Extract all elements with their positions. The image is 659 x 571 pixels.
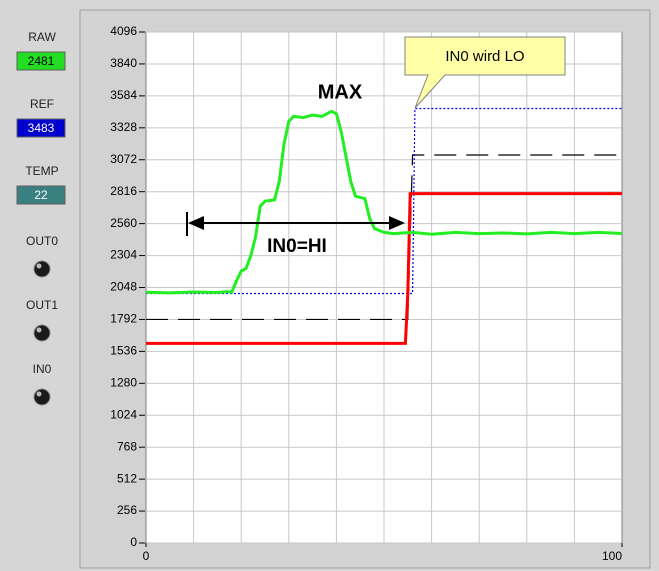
y-tick-label: 512: [117, 471, 137, 485]
y-tick-label: 3072: [110, 152, 137, 166]
display-label: REF: [30, 97, 54, 111]
x-tick-label: 0: [143, 549, 150, 563]
y-tick-label: 2304: [110, 248, 137, 262]
led: [33, 324, 51, 342]
led-highlight: [36, 391, 42, 397]
lines: [145, 107, 623, 345]
y-tick-label: 3328: [110, 120, 137, 134]
display-box: [16, 51, 66, 71]
display-box: [16, 118, 66, 138]
y-tick-label: 1280: [110, 375, 137, 389]
display-box: [16, 185, 66, 205]
y-tick-label: 1536: [110, 344, 137, 358]
display-label: TEMP: [25, 164, 58, 178]
series-line: [146, 192, 622, 345]
y-tick-label: 2048: [110, 280, 137, 294]
y-tick-label: 4096: [110, 24, 137, 38]
annotation-in0-hi: IN0=HI: [267, 236, 327, 257]
series-line: [146, 154, 622, 321]
led: [33, 388, 51, 406]
led: [33, 260, 51, 278]
led-highlight: [36, 263, 42, 269]
series-line: [145, 109, 623, 295]
display-value: 22: [34, 188, 48, 202]
arrow-head-right: [389, 216, 405, 230]
y-tick-label: 1792: [110, 312, 137, 326]
y-tick-label: 3840: [110, 56, 137, 70]
annotation-max: MAX: [318, 81, 363, 103]
y-tick-label: 256: [117, 503, 137, 517]
annotation-in0-lo: IN0 wird LO: [445, 48, 524, 65]
led-label: OUT1: [26, 298, 58, 312]
led-highlight: [36, 327, 42, 333]
y-tick-label: 768: [117, 439, 137, 453]
callout: [404, 36, 566, 109]
y-tick-label: 2816: [110, 184, 137, 198]
y-tick-label: 1024: [110, 407, 137, 421]
arrow-head-left: [188, 216, 204, 230]
y-tick-label: 0: [130, 535, 137, 549]
series-line: [146, 107, 622, 295]
led-label: IN0: [33, 362, 52, 376]
display-value: 3483: [28, 121, 55, 135]
side-panel: RAW 2481 REF 3483 TEMP 22 OUT0 OUT1 IN0: [16, 30, 66, 406]
led-label: OUT0: [26, 234, 58, 248]
display-label: RAW: [28, 30, 56, 44]
y-tick-label: 3584: [110, 88, 137, 102]
x-tick-label: 100: [602, 549, 622, 563]
display-value: 2481: [28, 54, 55, 68]
y-tick-label: 2560: [110, 216, 137, 230]
